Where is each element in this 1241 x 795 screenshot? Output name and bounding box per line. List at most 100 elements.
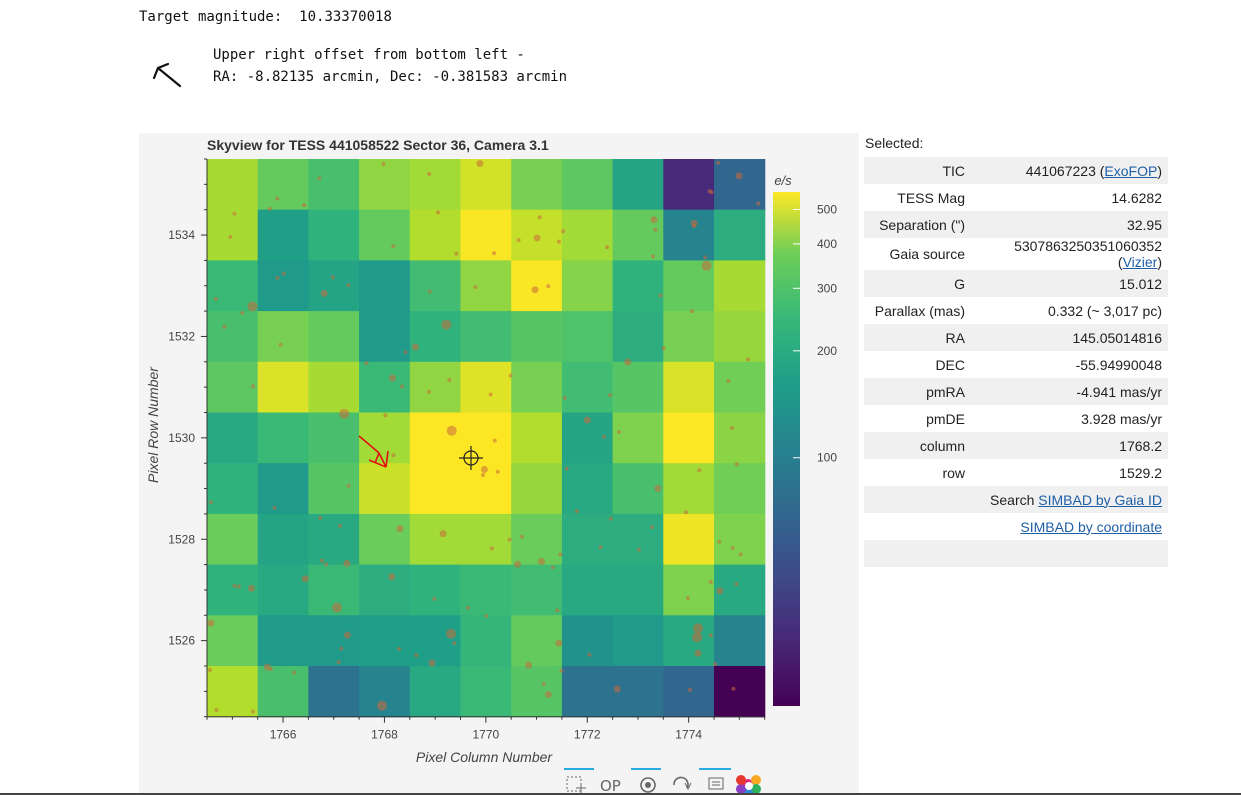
star-marker[interactable]: [694, 649, 702, 657]
star-marker[interactable]: [731, 686, 736, 691]
heatmap-cell[interactable]: [359, 513, 411, 566]
star-marker[interactable]: [602, 434, 606, 439]
heatmap-cell[interactable]: [612, 260, 664, 312]
heatmap-cell[interactable]: [561, 361, 614, 414]
vizier-link[interactable]: Vizier: [1122, 254, 1158, 270]
star-marker[interactable]: [301, 575, 309, 583]
star-marker[interactable]: [746, 357, 750, 362]
heatmap-cell[interactable]: [409, 361, 462, 414]
star-marker[interactable]: [473, 285, 478, 290]
heatmap-cell[interactable]: [257, 260, 309, 312]
star-marker[interactable]: [561, 229, 565, 234]
star-marker[interactable]: [228, 235, 233, 239]
star-marker[interactable]: [275, 196, 280, 201]
box-zoom-icon[interactable]: [566, 776, 586, 793]
star-marker[interactable]: [508, 373, 513, 378]
star-marker[interactable]: [391, 244, 396, 249]
heatmap-cell[interactable]: [714, 209, 766, 261]
star-marker[interactable]: [613, 685, 621, 693]
star-marker[interactable]: [685, 596, 690, 601]
heatmap-cell[interactable]: [561, 615, 614, 667]
star-marker[interactable]: [533, 234, 541, 242]
star-markers[interactable]: [207, 160, 761, 714]
star-marker[interactable]: [240, 310, 245, 315]
heatmap-cell[interactable]: [257, 159, 309, 211]
heatmap-cell[interactable]: [511, 463, 563, 515]
heatmap-cell[interactable]: [207, 361, 259, 414]
heatmap-cell[interactable]: [612, 361, 664, 414]
heatmap-cell[interactable]: [663, 666, 715, 718]
heatmap-cell[interactable]: [257, 361, 309, 414]
star-marker[interactable]: [558, 552, 563, 557]
heatmap-cell[interactable]: [257, 209, 309, 261]
star-marker[interactable]: [207, 619, 215, 627]
hover-icon[interactable]: [708, 777, 724, 790]
star-marker[interactable]: [492, 251, 496, 256]
star-marker[interactable]: [687, 687, 692, 692]
star-marker[interactable]: [263, 663, 271, 671]
star-marker[interactable]: [302, 203, 307, 208]
heatmap-cell[interactable]: [359, 564, 411, 616]
star-marker[interactable]: [661, 346, 666, 351]
heatmap-cell[interactable]: [308, 159, 360, 211]
star-marker[interactable]: [555, 608, 560, 613]
star-marker[interactable]: [452, 641, 457, 646]
star-marker[interactable]: [650, 216, 658, 224]
heatmap-cell[interactable]: [663, 615, 715, 667]
heatmap-cell[interactable]: [511, 412, 563, 464]
heatmap-cell[interactable]: [409, 311, 462, 363]
heatmap-cell[interactable]: [511, 260, 563, 312]
star-marker[interactable]: [383, 413, 388, 418]
heatmap-cell[interactable]: [663, 564, 715, 616]
star-marker[interactable]: [735, 172, 743, 180]
heatmap-cell[interactable]: [308, 513, 360, 566]
star-marker[interactable]: [658, 293, 663, 298]
star-marker[interactable]: [400, 384, 404, 389]
star-marker[interactable]: [693, 623, 703, 634]
heatmap-cell[interactable]: [460, 209, 512, 261]
star-marker[interactable]: [684, 510, 689, 515]
heatmap-cell[interactable]: [561, 311, 614, 363]
star-marker[interactable]: [339, 646, 344, 651]
star-marker[interactable]: [332, 602, 342, 613]
star-marker[interactable]: [318, 516, 323, 520]
heatmap-cell[interactable]: [409, 615, 462, 667]
star-marker[interactable]: [729, 426, 734, 430]
star-marker[interactable]: [208, 500, 213, 505]
star-marker[interactable]: [275, 275, 280, 280]
star-marker[interactable]: [555, 639, 563, 647]
heatmap-cell[interactable]: [257, 311, 309, 363]
heatmap-cell[interactable]: [359, 412, 411, 464]
wheel-zoom-icon[interactable]: OP: [600, 777, 621, 795]
star-marker[interactable]: [546, 284, 551, 289]
star-marker[interactable]: [446, 628, 456, 639]
star-marker[interactable]: [598, 545, 603, 550]
heatmap-cell[interactable]: [207, 412, 259, 464]
star-marker[interactable]: [616, 430, 621, 434]
heatmap-cell[interactable]: [561, 463, 614, 515]
star-marker[interactable]: [538, 558, 546, 565]
heatmap-cell[interactable]: [257, 513, 309, 566]
star-marker[interactable]: [232, 583, 237, 588]
heatmap-cell[interactable]: [460, 666, 512, 718]
star-marker[interactable]: [574, 509, 579, 514]
heatmap-cell[interactable]: [714, 311, 766, 363]
heatmap-cell[interactable]: [714, 260, 766, 312]
star-marker[interactable]: [531, 286, 539, 294]
heatmap-cell[interactable]: [308, 463, 360, 515]
star-marker[interactable]: [703, 255, 708, 260]
star-marker[interactable]: [514, 560, 521, 568]
star-marker[interactable]: [516, 238, 521, 243]
heatmap-cell[interactable]: [359, 159, 411, 211]
heatmap-cell[interactable]: [409, 159, 462, 211]
star-marker[interactable]: [562, 395, 567, 400]
heatmap-cell[interactable]: [511, 513, 563, 566]
star-marker[interactable]: [381, 162, 386, 167]
heatmap-cell[interactable]: [511, 666, 563, 718]
star-marker[interactable]: [707, 189, 712, 194]
star-marker[interactable]: [208, 668, 212, 672]
star-marker[interactable]: [559, 668, 564, 673]
heatmap-cell[interactable]: [359, 311, 411, 363]
star-marker[interactable]: [414, 653, 419, 658]
heatmap-cell[interactable]: [663, 311, 715, 363]
